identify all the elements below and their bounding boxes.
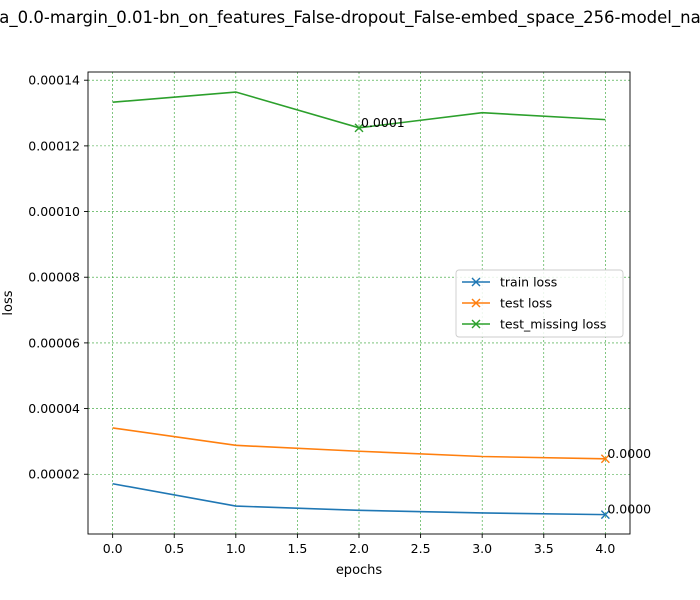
x-tick-label: 1.0: [226, 541, 246, 556]
x-tick-label: 4.0: [595, 541, 615, 556]
x-tick-label: 0.5: [164, 541, 184, 556]
legend-entry-label: test loss: [500, 296, 552, 311]
y-axis-label: loss: [1, 290, 16, 315]
y-tick-label: 0.00004: [28, 401, 80, 416]
annotation-label-0: 0.0000: [607, 502, 651, 517]
series-marker-2: [354, 123, 364, 133]
series-lines: [112, 91, 610, 520]
chart-title: a_0.0-margin_0.01-bn_on_features_False-d…: [0, 8, 700, 27]
y-tick-label: 0.00012: [28, 138, 80, 153]
x-tick-label: 1.5: [287, 541, 307, 556]
legend-entry-label: train loss: [500, 275, 557, 290]
legend-swatch-marker: [471, 319, 481, 329]
annotations: 0.0000 0.0000 0.0001: [361, 115, 651, 517]
legend-swatch-marker: [471, 277, 481, 287]
axis-ticks: 0.0 0.5 1.0 1.5 2.0 2.5 3.0 3.5 4.0 0.00002 0.0000…: [28, 73, 615, 556]
annotation-label-1: 0.0000: [607, 446, 651, 461]
y-tick-label: 0.00002: [28, 467, 80, 482]
annotation-label-2: 0.0001: [361, 115, 405, 130]
x-tick-label: 0.0: [103, 541, 123, 556]
x-tick-label: 2.5: [411, 541, 431, 556]
x-tick-label: 3.5: [534, 541, 554, 556]
legend-box: [455, 269, 624, 338]
x-tick-label: 2.0: [349, 541, 369, 556]
y-tick-label: 0.00008: [28, 270, 80, 285]
legend: train loss test loss test_missing loss: [455, 269, 624, 338]
y-tick-label: 0.00010: [28, 204, 80, 219]
series-marker-0: [600, 510, 610, 520]
x-axis-label: epochs: [336, 563, 383, 578]
legend-swatch-marker: [471, 298, 481, 308]
x-tick-label: 3.0: [472, 541, 492, 556]
legend-entry-label: test_missing loss: [500, 317, 606, 332]
y-tick-label: 0.00014: [28, 73, 80, 88]
series-marker-1: [600, 454, 610, 464]
series-line-0: [112, 482, 606, 516]
series-line-1: [112, 427, 606, 460]
y-tick-label: 0.00006: [28, 335, 80, 350]
